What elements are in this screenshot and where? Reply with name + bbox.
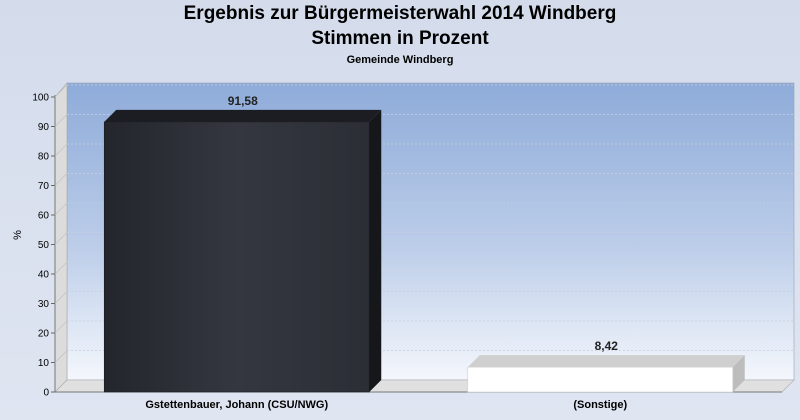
bar-side — [732, 355, 745, 392]
chart-subtitle: Stimmen in Prozent — [311, 28, 489, 49]
gridline-side — [54, 84, 68, 98]
gridline-side — [54, 261, 68, 275]
gridline-side — [54, 173, 68, 186]
bar — [103, 121, 370, 393]
gridline-side — [54, 320, 68, 334]
gridline-side — [54, 143, 68, 157]
y-tick-label: 20 — [38, 329, 50, 340]
y-tick-label: 60 — [38, 211, 50, 222]
data-label: 8,42 — [595, 339, 619, 353]
bar-top — [104, 109, 382, 122]
gridline-side — [54, 350, 68, 363]
y-tick-label: 40 — [38, 270, 50, 281]
category-label: (Sonstige) — [573, 399, 627, 411]
gridline-side — [54, 291, 68, 304]
y-tick-label: 0 — [43, 388, 49, 399]
bar — [467, 366, 734, 393]
chart-title: Ergebnis zur Bürgermeisterwahl 2014 Wind… — [183, 3, 617, 24]
gridline-side — [54, 202, 68, 216]
y-tick-label: 100 — [32, 93, 49, 104]
y-tick-label: 90 — [38, 122, 50, 133]
bar-side — [369, 109, 382, 393]
y-axis-label: % — [12, 230, 24, 240]
y-tick-label: 10 — [38, 358, 50, 369]
gridline-side — [54, 232, 68, 245]
y-tick-label: 70 — [38, 181, 50, 192]
category-label: Gstettenbauer, Johann (CSU/NWG) — [145, 399, 328, 411]
data-label: 91,58 — [228, 94, 258, 108]
bar-top — [467, 355, 745, 368]
gridline-side — [54, 114, 68, 127]
y-tick-label: 50 — [38, 240, 50, 251]
chart-caption: Gemeinde Windberg — [346, 54, 454, 66]
y-tick-label: 30 — [38, 299, 50, 310]
y-tick-label: 80 — [38, 152, 50, 163]
left-wall — [54, 82, 68, 393]
